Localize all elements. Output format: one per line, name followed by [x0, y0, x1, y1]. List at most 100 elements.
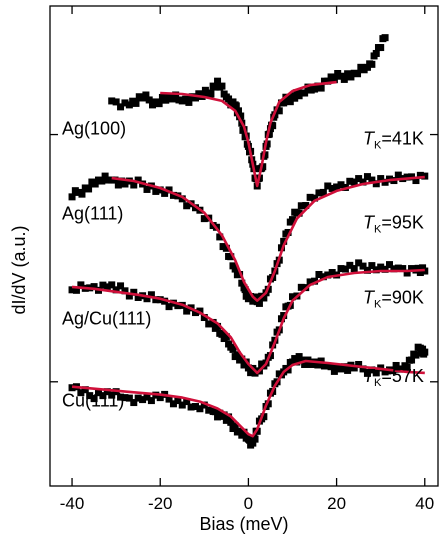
data-point	[368, 176, 376, 184]
data-point	[183, 398, 191, 406]
data-point	[346, 261, 354, 269]
x-tick-label: -20	[148, 494, 173, 513]
data-point	[139, 396, 147, 404]
data-point	[368, 262, 376, 270]
data-point	[295, 209, 303, 217]
x-tick-label: 0	[244, 494, 253, 513]
data-point	[355, 175, 363, 183]
data-point	[200, 401, 208, 409]
data-point	[315, 189, 323, 197]
curve-name-label: Cu(111)	[62, 391, 124, 411]
data-point	[381, 265, 389, 273]
data-point	[112, 286, 120, 294]
data-point	[421, 348, 429, 356]
data-point	[328, 269, 336, 277]
data-point	[403, 363, 411, 371]
data-point	[130, 181, 138, 189]
curve-name-label: Ag/Cu(111)	[62, 308, 151, 328]
data-point	[220, 411, 228, 419]
data-point	[412, 351, 420, 359]
data-point	[416, 269, 424, 277]
data-point	[354, 70, 362, 78]
data-point	[368, 366, 376, 374]
data-point	[306, 193, 314, 201]
data-point	[90, 395, 98, 403]
data-point	[165, 395, 173, 403]
data-point	[311, 194, 319, 202]
data-point	[403, 173, 411, 181]
data-point	[90, 283, 98, 291]
data-point	[147, 291, 155, 299]
data-point	[196, 307, 204, 315]
data-point	[225, 413, 233, 421]
data-point	[143, 185, 151, 193]
data-point	[350, 178, 358, 186]
axis-ticks	[50, 6, 438, 486]
data-point	[359, 262, 367, 270]
x-tick-label: 40	[415, 494, 434, 513]
data-point	[319, 188, 327, 196]
data-point	[286, 98, 294, 106]
data-point	[192, 309, 199, 317]
data-point	[232, 102, 240, 110]
data-point	[85, 185, 93, 193]
data-point	[231, 265, 239, 273]
data-point	[172, 91, 180, 99]
data-point	[301, 360, 309, 368]
y-axis-label: dI/dV (a.u.)	[9, 225, 29, 314]
data-point	[77, 389, 85, 397]
data-point	[359, 178, 367, 186]
data-point	[264, 400, 272, 408]
data-point	[372, 266, 380, 274]
data-point	[247, 369, 255, 377]
fit-curve	[71, 359, 425, 438]
data-point	[101, 172, 109, 180]
plot-border	[49, 5, 439, 487]
data-point	[340, 75, 348, 83]
data-point	[244, 364, 252, 372]
data-point	[77, 281, 85, 289]
data-point	[330, 76, 338, 84]
data-point	[314, 361, 322, 369]
data-point	[408, 265, 416, 273]
data-point	[399, 265, 407, 273]
data-point	[233, 351, 241, 359]
data-point	[200, 215, 208, 223]
data-point	[218, 330, 226, 338]
tk-label: TK=95K	[363, 213, 424, 236]
data-point	[121, 394, 129, 402]
data-point	[227, 418, 235, 426]
data-point	[297, 202, 305, 210]
data-point	[241, 286, 249, 294]
data-point	[211, 83, 219, 91]
data-point	[183, 202, 191, 210]
data-point	[98, 177, 106, 185]
data-point	[117, 103, 125, 111]
data-point	[297, 283, 305, 291]
data-point	[333, 183, 341, 191]
data-point	[234, 107, 242, 115]
data-point	[125, 394, 133, 402]
data-point	[86, 392, 94, 400]
data-point	[108, 391, 116, 399]
data-point	[99, 281, 107, 289]
data-point	[205, 320, 213, 328]
data-point	[218, 82, 226, 90]
data-point	[214, 322, 222, 330]
tk-label: TK=90K	[363, 288, 424, 311]
data-point	[72, 286, 80, 294]
data-point	[350, 265, 358, 273]
data-point	[412, 177, 420, 185]
data-point	[121, 99, 129, 107]
data-point	[269, 122, 277, 130]
data-point	[111, 176, 119, 184]
x-axis-label: Bias (meV)	[199, 514, 288, 534]
data-point	[152, 187, 160, 195]
data-point	[78, 190, 86, 198]
data-point	[165, 186, 173, 194]
data-point	[408, 356, 416, 364]
data-point	[341, 265, 349, 273]
data-point	[255, 299, 263, 307]
data-point	[311, 277, 319, 285]
data-point	[280, 312, 288, 320]
